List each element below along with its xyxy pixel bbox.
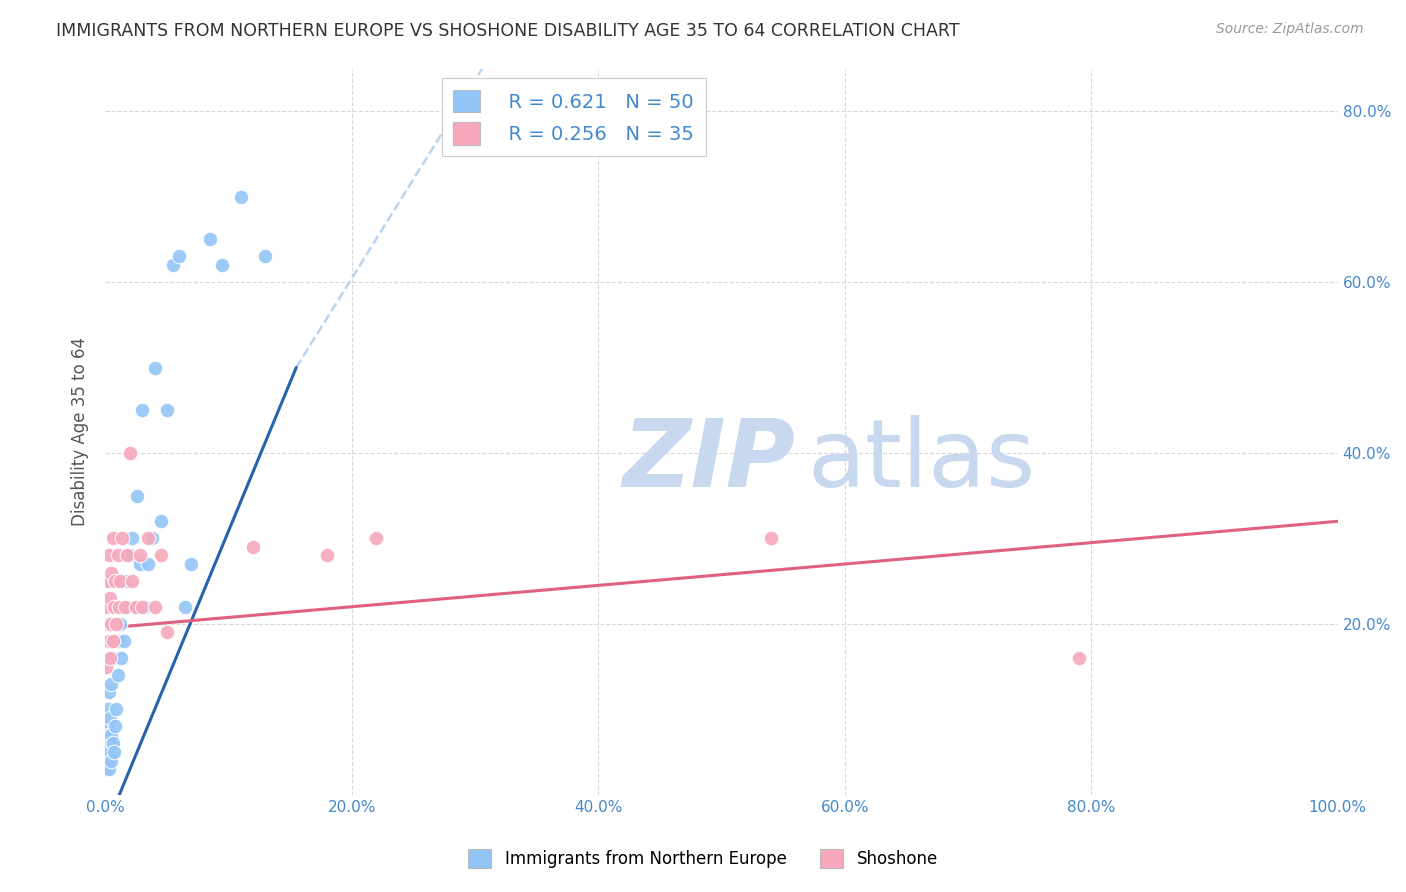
Point: [107, 549, 129, 563]
Point: [211, 258, 233, 272]
Point: [104, 616, 127, 631]
Point: [98, 745, 121, 759]
Point: [759, 532, 782, 546]
Point: [125, 599, 148, 614]
Point: [105, 616, 128, 631]
Point: [97, 736, 120, 750]
Point: [366, 532, 388, 546]
Point: [162, 258, 184, 272]
Point: [118, 446, 141, 460]
Text: atlas: atlas: [807, 415, 1036, 507]
Point: [98, 591, 121, 606]
Point: [97, 634, 120, 648]
Point: [229, 189, 252, 203]
Point: [97, 754, 120, 768]
Point: [96, 719, 118, 733]
Point: [105, 702, 128, 716]
Point: [97, 702, 120, 716]
Point: [103, 745, 125, 759]
Point: [97, 616, 120, 631]
Point: [254, 250, 277, 264]
Point: [143, 599, 166, 614]
Point: [103, 599, 125, 614]
Point: [111, 599, 134, 614]
Point: [96, 659, 118, 673]
Point: [117, 549, 139, 563]
Point: [107, 599, 129, 614]
Point: [100, 566, 122, 580]
Point: [108, 616, 131, 631]
Point: [98, 651, 121, 665]
Point: [101, 634, 124, 648]
Text: Source: ZipAtlas.com: Source: ZipAtlas.com: [1216, 22, 1364, 37]
Point: [100, 728, 122, 742]
Point: [167, 250, 190, 264]
Point: [104, 574, 127, 588]
Point: [316, 549, 339, 563]
Point: [114, 574, 136, 588]
Point: [97, 574, 120, 588]
Text: ZIP: ZIP: [623, 415, 796, 507]
Point: [100, 676, 122, 690]
Point: [198, 232, 221, 246]
Text: IMMIGRANTS FROM NORTHERN EUROPE VS SHOSHONE DISABILITY AGE 35 TO 64 CORRELATION : IMMIGRANTS FROM NORTHERN EUROPE VS SHOSH…: [56, 22, 960, 40]
Point: [97, 762, 120, 776]
Point: [96, 762, 118, 776]
Point: [174, 599, 197, 614]
Point: [121, 532, 143, 546]
Point: [112, 634, 135, 648]
Legend: Immigrants from Northern Europe, Shoshone: Immigrants from Northern Europe, Shoshon…: [461, 842, 945, 875]
Point: [128, 549, 150, 563]
Point: [118, 549, 141, 563]
Point: [103, 634, 125, 648]
Point: [101, 651, 124, 665]
Point: [138, 532, 160, 546]
Legend:   R = 0.621   N = 50,   R = 0.256   N = 35: R = 0.621 N = 50, R = 0.256 N = 35: [441, 78, 706, 156]
Point: [101, 736, 124, 750]
Point: [107, 668, 129, 682]
Point: [100, 754, 122, 768]
Point: [96, 745, 118, 759]
Y-axis label: Disability Age 35 to 64: Disability Age 35 to 64: [72, 337, 89, 526]
Point: [104, 719, 127, 733]
Point: [101, 532, 124, 546]
Point: [128, 557, 150, 571]
Point: [110, 651, 132, 665]
Point: [134, 599, 156, 614]
Point: [156, 625, 179, 640]
Point: [96, 599, 118, 614]
Point: [124, 599, 146, 614]
Point: [149, 514, 172, 528]
Point: [242, 540, 264, 554]
Point: [141, 532, 163, 546]
Point: [97, 728, 120, 742]
Point: [156, 403, 179, 417]
Point: [100, 616, 122, 631]
Point: [111, 532, 134, 546]
Point: [131, 599, 153, 614]
Point: [1067, 651, 1090, 665]
Point: [149, 549, 172, 563]
Point: [108, 574, 131, 588]
Point: [117, 599, 139, 614]
Point: [114, 599, 136, 614]
Point: [131, 403, 153, 417]
Point: [97, 549, 120, 563]
Point: [121, 574, 143, 588]
Point: [180, 557, 202, 571]
Point: [97, 685, 120, 699]
Point: [107, 634, 129, 648]
Point: [98, 711, 121, 725]
Point: [143, 360, 166, 375]
Point: [138, 557, 160, 571]
Point: [107, 599, 129, 614]
Point: [127, 489, 149, 503]
